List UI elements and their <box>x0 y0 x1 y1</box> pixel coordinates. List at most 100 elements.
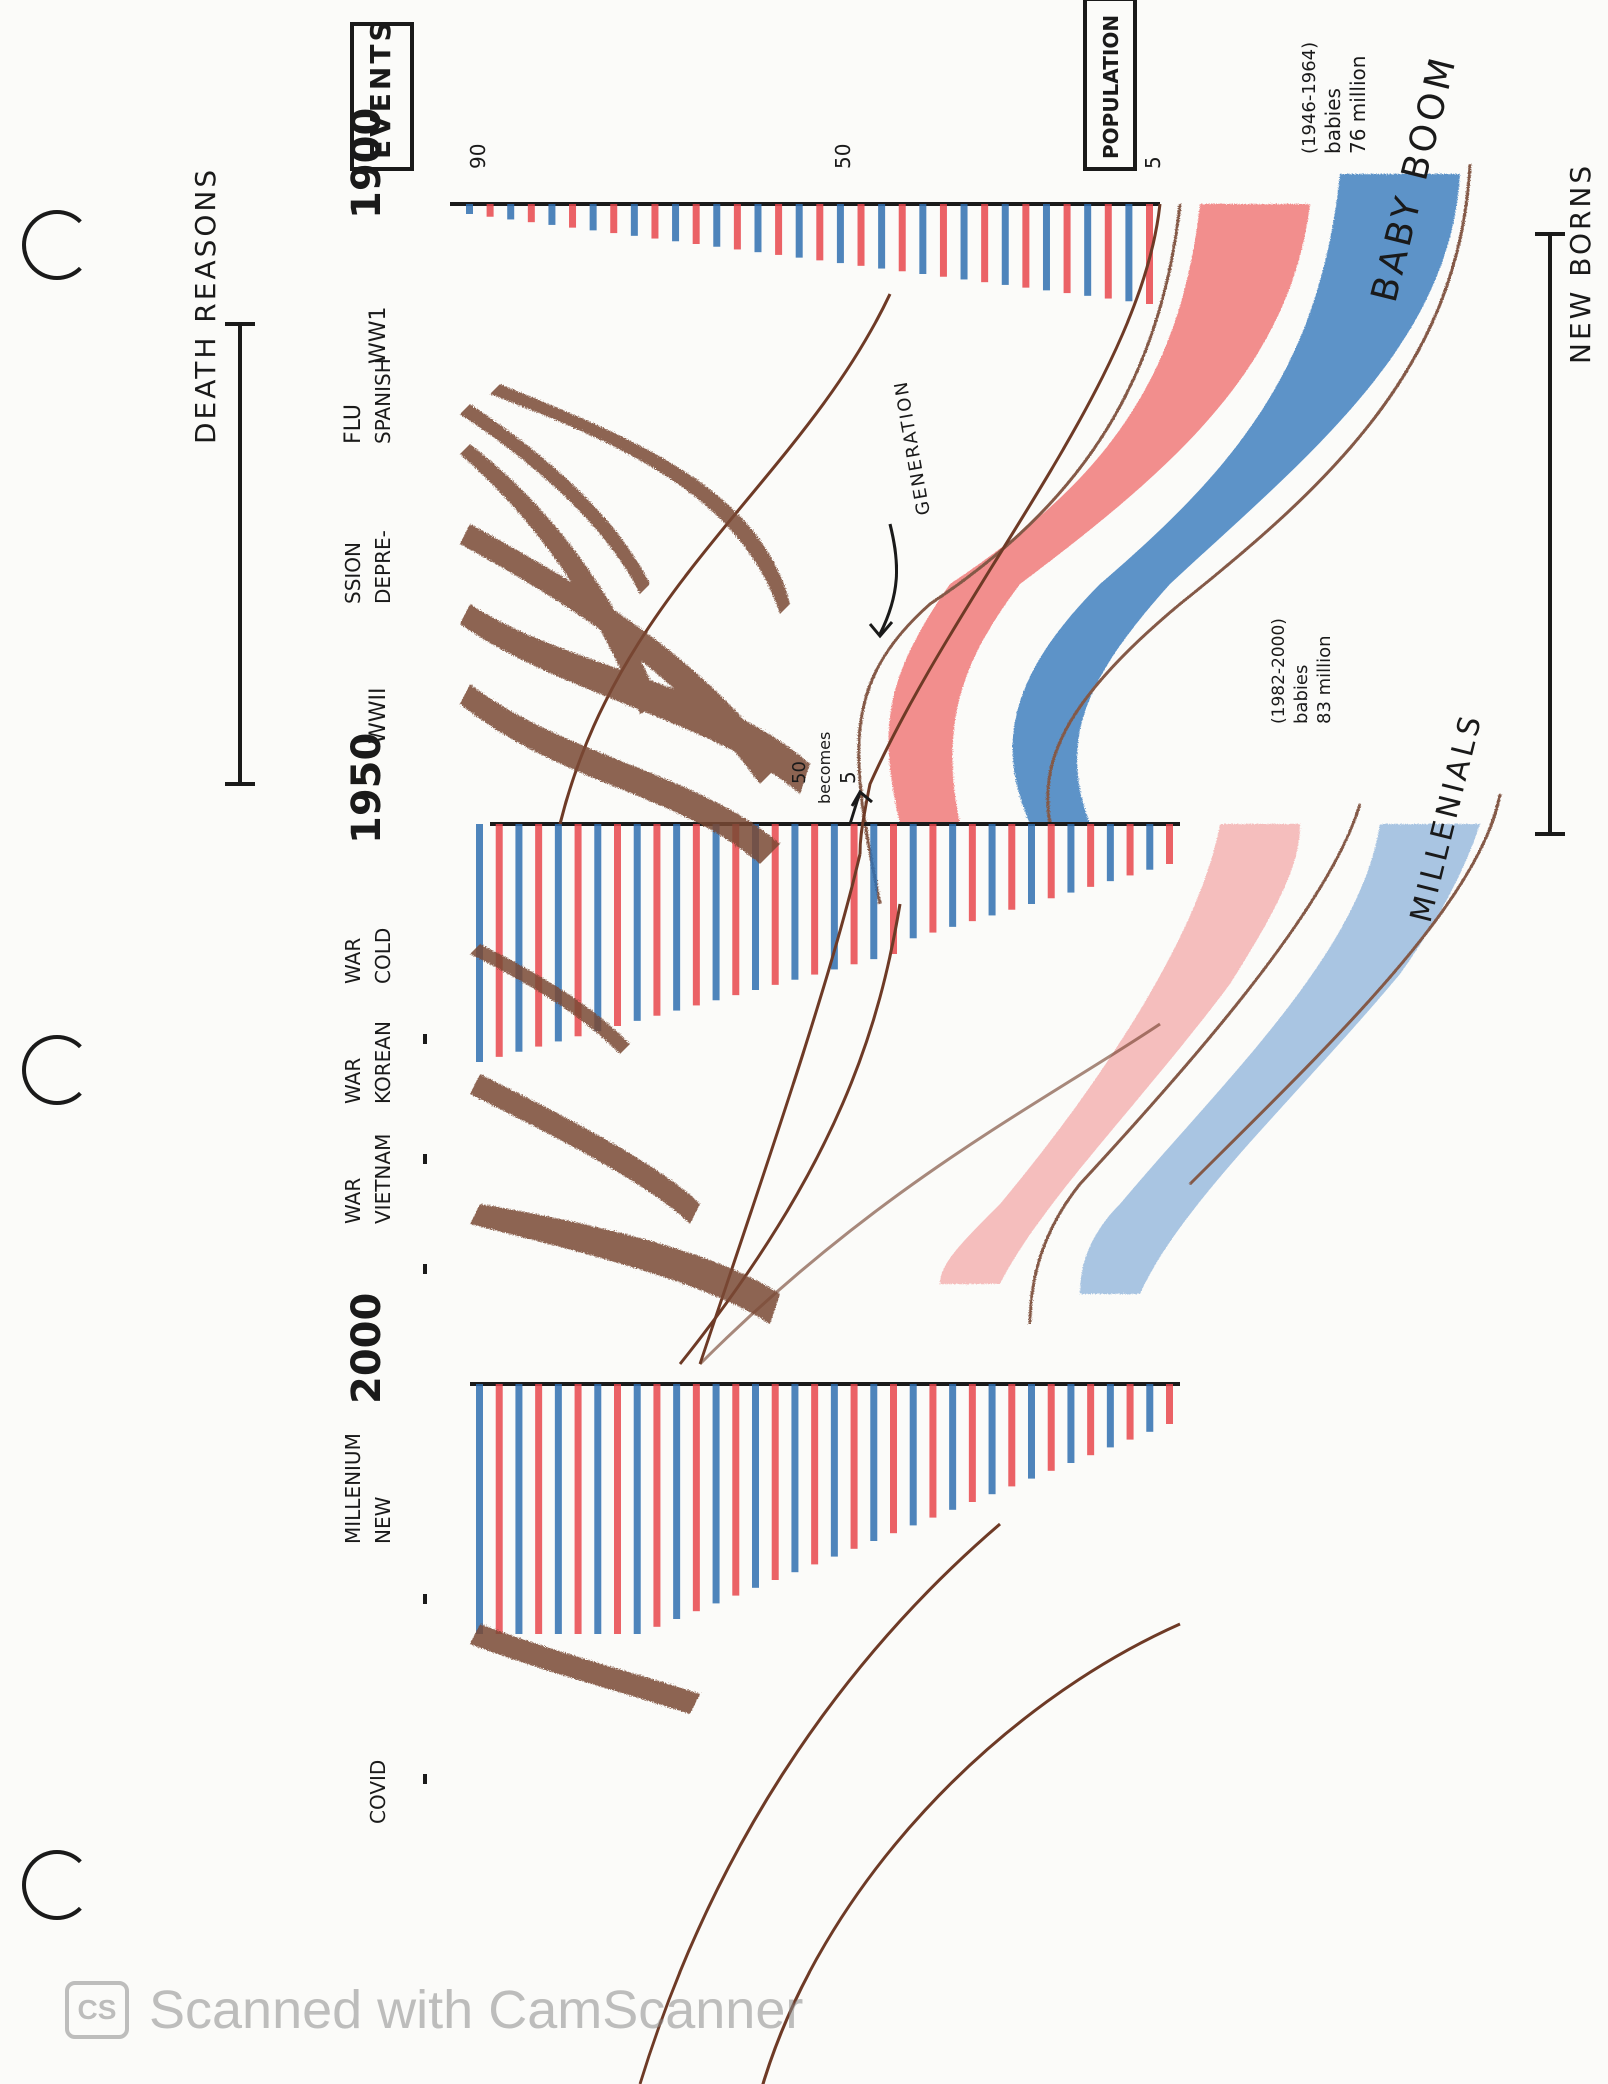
death-reasons-label: DEATH REASONS <box>189 167 222 444</box>
pyramid-bar <box>870 823 878 960</box>
pyramid-bar <box>1022 203 1030 288</box>
generation-label: GENERATION <box>890 378 934 516</box>
millennials-female-stream <box>940 824 1300 1284</box>
event-covid: COVID <box>366 1760 390 1824</box>
pyramid-bar <box>610 204 618 234</box>
pyramid-bar <box>1087 824 1095 887</box>
pyramid-bar <box>919 204 927 274</box>
pyramid-bar <box>554 1384 562 1634</box>
pyramid-bar <box>569 203 577 228</box>
binder-hole-middle <box>22 1035 92 1105</box>
pyramid-bar <box>535 1384 543 1634</box>
pyramid-bar <box>929 1383 937 1518</box>
pyramid-bar <box>515 1384 523 1634</box>
pyramid-2000 <box>476 1383 1173 1634</box>
events-label: EVENTS <box>364 18 397 159</box>
millennials-note-1: 83 million <box>1314 635 1335 724</box>
pyramid-bar <box>589 204 597 231</box>
generation-arrow <box>848 523 898 825</box>
pyramid-bar <box>890 1384 897 1534</box>
pyramid-bar <box>673 823 681 1011</box>
pyramid-bar <box>939 204 947 277</box>
pyramid-bar <box>1104 203 1112 299</box>
baby-boom-note-3: (1946-1964) <box>1299 42 1320 154</box>
year-1900: 1900 <box>344 108 390 219</box>
pyramid-bar <box>898 203 906 272</box>
pyramid-bar <box>495 1384 503 1634</box>
death-reasons-bracket <box>225 322 255 786</box>
pyramid-bar <box>673 1384 681 1619</box>
pyramid-bar <box>574 1384 582 1634</box>
pyramid-bar <box>594 823 602 1032</box>
pyramid-bar <box>732 1384 740 1596</box>
new-borns-label: NEW BORNS <box>1564 163 1597 364</box>
year-2000: 2000 <box>344 1293 390 1404</box>
pyramid-bar <box>850 1383 858 1549</box>
pyramid-bar <box>1087 1384 1095 1456</box>
pyramid-bar <box>968 1384 976 1502</box>
pyramid-bar <box>1063 204 1071 294</box>
population-label: POPULATION <box>1099 15 1123 159</box>
pyramid-bar <box>594 1384 602 1634</box>
pyramid-bar <box>515 823 523 1052</box>
camscanner-logo: CS <box>65 1981 129 2039</box>
pyramid-bar <box>1028 1383 1035 1479</box>
pyramid-bar <box>692 1384 700 1612</box>
pyramid-bar <box>527 203 535 223</box>
baby-boom-female-stream <box>888 204 1310 824</box>
millennials-note-2: babies <box>1291 665 1312 724</box>
pyramid-bar <box>630 204 638 236</box>
pyramid-bar <box>988 824 996 916</box>
pyramid-bar <box>791 1384 799 1573</box>
pyramid-bar <box>960 204 968 280</box>
pyramid-1950 <box>476 823 1173 1062</box>
baby-boom-note-1: 76 million <box>1346 56 1370 154</box>
event-korean-war-2: WAR <box>341 1058 365 1104</box>
pyramid-bar <box>713 204 721 247</box>
pyramid-bar <box>1067 823 1075 893</box>
event-depression-1: DEPRE- <box>371 530 395 604</box>
pyramid-bar <box>811 1384 819 1565</box>
pyramid-bar <box>1047 824 1055 899</box>
pyramid-bar <box>754 203 762 253</box>
pyramid-bar <box>653 1383 661 1627</box>
pyramid-bar <box>1106 823 1114 882</box>
pyramid-bar <box>1166 1384 1173 1424</box>
binder-hole-bottom <box>22 1850 92 1920</box>
pyramid-bar <box>1084 204 1092 296</box>
pyramid-bar <box>811 823 819 975</box>
pyramid-bar <box>1125 203 1133 302</box>
age-tick-90: 90 <box>466 144 490 169</box>
pyramid-bar <box>981 203 989 283</box>
millennials-note-3: (1982-2000) <box>1269 618 1289 724</box>
pyramid-bar <box>771 824 779 985</box>
pyramid-bar <box>949 1383 957 1510</box>
baby-boom-male-stream <box>1012 174 1460 824</box>
binder-hole-top <box>22 210 92 280</box>
pyramid-bar <box>771 1384 779 1580</box>
event-cold-war-2: WAR <box>341 938 365 984</box>
pyramid-bar <box>1146 823 1154 870</box>
age-tick-5: 5 <box>1141 156 1165 169</box>
pyramid-bar <box>791 823 799 980</box>
pyramid-bar <box>1008 1384 1016 1487</box>
pyramid-bar <box>968 823 976 922</box>
camscanner-text: Scanned with CamScanner <box>149 1980 804 2040</box>
population-label-box <box>1083 0 1137 171</box>
pyramid-bar <box>1126 1383 1134 1440</box>
pyramid-bar <box>1126 824 1134 876</box>
event-vietnam-war-1: VIETNAM <box>371 1134 395 1224</box>
pyramid-bar <box>733 204 741 250</box>
pyramid-bar <box>651 203 659 239</box>
pyramid-bar <box>574 824 582 1037</box>
death-streaks <box>460 384 810 1714</box>
newborn-streams <box>857 163 1502 1325</box>
event-spanish-flu-2: FLU <box>341 404 366 444</box>
pyramid-bar <box>692 204 700 244</box>
events-label-box <box>350 22 414 171</box>
pyramid-bar <box>466 204 473 214</box>
pyramid-bar <box>672 203 680 242</box>
pyramid-bar <box>857 204 865 266</box>
pyramid-bar <box>850 824 858 965</box>
